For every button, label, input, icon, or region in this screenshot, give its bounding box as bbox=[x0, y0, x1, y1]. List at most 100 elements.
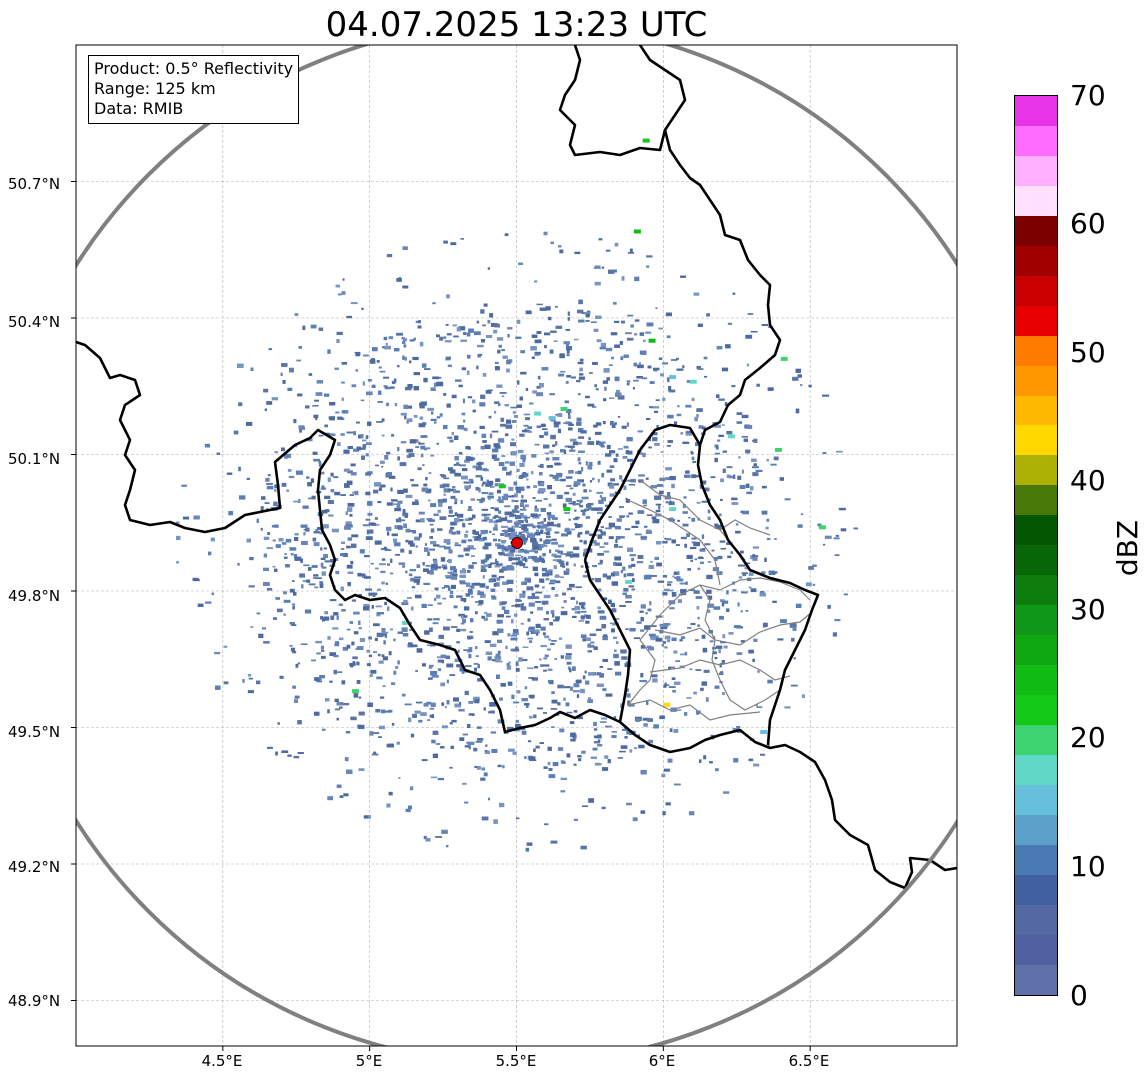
echo-pixel bbox=[648, 646, 654, 651]
echo-pixel bbox=[339, 795, 344, 798]
echo-pixel bbox=[611, 608, 617, 613]
echo-pixel bbox=[591, 578, 595, 581]
echo-pixel bbox=[701, 500, 708, 503]
echo-pixel bbox=[498, 403, 501, 406]
echo-pixel bbox=[587, 699, 593, 703]
echo-pixel bbox=[412, 356, 419, 361]
echo-pixel bbox=[429, 536, 433, 539]
echo-pixel bbox=[517, 550, 523, 553]
echo-pixel bbox=[360, 434, 364, 439]
echo-pixel bbox=[664, 635, 671, 640]
echo-pixel bbox=[487, 563, 492, 568]
echo-pixel bbox=[500, 517, 508, 522]
echo-pixel bbox=[680, 589, 687, 593]
echo-pixel bbox=[491, 430, 499, 433]
echo-pixel bbox=[450, 745, 454, 749]
echo-pixel bbox=[693, 590, 700, 594]
echo-pixel bbox=[446, 845, 449, 848]
colorbar-segment bbox=[1015, 904, 1057, 935]
echo-pixel bbox=[523, 506, 526, 511]
echo-pixel bbox=[327, 709, 330, 714]
echo-pixel bbox=[497, 650, 501, 654]
echo-pixel bbox=[501, 548, 504, 552]
echo-pixel bbox=[363, 603, 370, 608]
echo-pixel bbox=[472, 409, 476, 413]
echo-pixel bbox=[442, 483, 450, 488]
echo-pixel bbox=[400, 412, 407, 416]
echo-pixel bbox=[714, 685, 720, 689]
echo-pixel bbox=[442, 498, 447, 503]
echo-pixel bbox=[692, 460, 697, 463]
echo-pixel bbox=[524, 537, 528, 541]
echo-pixel bbox=[704, 375, 708, 378]
echo-pixel bbox=[601, 266, 605, 269]
echo-pixel bbox=[582, 675, 586, 680]
echo-pixel bbox=[690, 450, 693, 455]
echo-pixel bbox=[465, 530, 469, 533]
echo-pixel bbox=[690, 546, 697, 549]
echo-pixel bbox=[565, 329, 570, 331]
echo-pixel bbox=[592, 362, 598, 365]
echo-pixel bbox=[452, 324, 457, 327]
echo-pixel bbox=[438, 376, 442, 379]
echo-pixel bbox=[480, 559, 486, 564]
echo-pixel bbox=[718, 649, 721, 654]
echo-pixel bbox=[467, 570, 471, 573]
echo-pixel bbox=[414, 576, 421, 579]
echo-pixel bbox=[640, 604, 646, 609]
strong-echo bbox=[780, 356, 788, 361]
echo-pixel bbox=[565, 561, 569, 566]
echo-pixel bbox=[523, 528, 529, 531]
echo-pixel bbox=[575, 471, 579, 474]
echo-pixel bbox=[511, 438, 515, 441]
echo-pixel bbox=[325, 698, 330, 702]
echo-pixel bbox=[468, 713, 475, 716]
echo-pixel bbox=[534, 584, 540, 588]
echo-pixel bbox=[599, 673, 604, 678]
echo-pixel bbox=[688, 516, 691, 519]
echo-pixel bbox=[340, 586, 344, 591]
echo-pixel bbox=[514, 613, 518, 617]
echo-pixel bbox=[330, 472, 334, 477]
echo-pixel bbox=[673, 729, 679, 733]
echo-pixel bbox=[551, 699, 558, 704]
echo-pixel bbox=[639, 332, 645, 336]
echo-pixel bbox=[462, 733, 468, 736]
echo-pixel bbox=[414, 536, 421, 541]
echo-pixel bbox=[615, 392, 622, 397]
echo-pixel bbox=[614, 649, 617, 652]
echo-pixel bbox=[641, 377, 648, 380]
echo-pixel bbox=[476, 499, 483, 501]
echo-pixel bbox=[375, 464, 379, 467]
echo-pixel bbox=[351, 543, 357, 548]
echo-pixel bbox=[484, 611, 488, 614]
echo-pixel bbox=[652, 678, 658, 683]
echo-pixel bbox=[489, 710, 495, 714]
echo-pixel bbox=[554, 531, 560, 534]
echo-pixel bbox=[495, 519, 502, 523]
echo-pixel bbox=[340, 433, 345, 436]
echo-pixel bbox=[639, 610, 644, 613]
echo-pixel bbox=[772, 600, 777, 603]
echo-pixel bbox=[625, 594, 632, 599]
echo-pixel bbox=[387, 563, 390, 566]
echo-pixel bbox=[482, 564, 489, 567]
echo-pixel bbox=[481, 483, 484, 487]
echo-pixel bbox=[313, 414, 319, 419]
echo-pixel bbox=[359, 549, 365, 554]
echo-pixel bbox=[599, 721, 607, 723]
echo-pixel bbox=[456, 628, 460, 632]
echo-pixel bbox=[487, 267, 490, 270]
echo-pixel bbox=[677, 405, 680, 408]
echo-pixel bbox=[435, 743, 441, 745]
echo-pixel bbox=[597, 534, 603, 539]
echo-pixel bbox=[362, 444, 367, 448]
echo-pixel bbox=[366, 529, 374, 534]
echo-pixel bbox=[585, 461, 589, 466]
echo-pixel bbox=[480, 565, 486, 570]
echo-pixel bbox=[691, 537, 697, 540]
echo-pixel bbox=[347, 582, 351, 587]
echo-pixel bbox=[548, 768, 553, 771]
echo-pixel bbox=[458, 452, 463, 455]
echo-pixel bbox=[454, 472, 461, 477]
